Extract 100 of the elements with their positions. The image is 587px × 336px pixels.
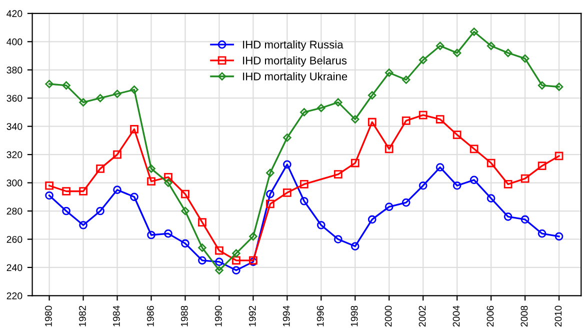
x-tick-label: 2004: [452, 306, 460, 327]
point: [45, 191, 54, 200]
x-tick-label: 2006: [486, 306, 494, 327]
y-tick-label: 220: [6, 292, 22, 300]
point: [436, 163, 444, 172]
point: [45, 80, 54, 88]
point: [96, 164, 104, 173]
point: [300, 196, 308, 206]
point: [402, 76, 410, 84]
point: [554, 152, 564, 160]
point: [232, 266, 240, 274]
point: [470, 176, 478, 184]
point: [486, 42, 496, 50]
y-tick-label: 300: [6, 180, 22, 186]
x-tick-label: 2002: [418, 306, 426, 327]
point: [351, 115, 360, 124]
point: [113, 150, 122, 159]
point: [198, 218, 206, 226]
point: [130, 86, 138, 94]
point: [538, 229, 546, 238]
point: [470, 28, 478, 36]
point: [181, 239, 190, 248]
point: [538, 81, 546, 90]
point: [418, 181, 428, 190]
point: [436, 42, 444, 50]
y-tick-label: 340: [6, 123, 22, 130]
point: [232, 256, 240, 265]
point: [283, 160, 292, 169]
y-tick-label: 320: [6, 151, 22, 158]
point: [554, 82, 564, 91]
point: [164, 172, 172, 182]
point: [334, 170, 342, 178]
y-tick-label: 280: [6, 208, 22, 215]
point: [520, 174, 530, 183]
point: [300, 108, 308, 116]
y-tick-label: 260: [6, 236, 22, 243]
point: [62, 206, 70, 216]
x-tick-label: 1992: [248, 306, 256, 326]
point: [215, 266, 224, 274]
point: [147, 230, 156, 240]
point: [266, 168, 274, 178]
point: [384, 144, 394, 154]
point: [520, 54, 530, 63]
legend-label: IHD mortality Russia: [243, 40, 344, 51]
point: [96, 94, 104, 102]
point: [79, 98, 88, 106]
point: [130, 124, 138, 134]
x-tick-label: 1986: [146, 306, 154, 326]
point: [181, 190, 190, 198]
point: [334, 235, 342, 244]
point: [504, 48, 512, 58]
point: [113, 90, 122, 98]
point: [452, 181, 462, 190]
point: [418, 110, 428, 120]
point: [147, 177, 156, 186]
point: [316, 220, 326, 230]
y-tick-label: 360: [6, 94, 22, 102]
point: [470, 144, 478, 154]
point: [418, 56, 428, 64]
x-tick-label: 2010: [554, 306, 562, 327]
y-tick-label: 420: [6, 10, 22, 18]
point: [486, 194, 496, 202]
point: [96, 206, 104, 216]
x-tick-label: 1988: [180, 306, 188, 326]
point: [147, 164, 156, 173]
point: [317, 104, 326, 112]
point: [350, 242, 360, 250]
x-tick-label: 1994: [282, 306, 290, 326]
x-tick-label: 1996: [316, 306, 324, 326]
point: [436, 115, 444, 124]
point: [504, 180, 512, 188]
point: [368, 215, 376, 224]
point: [384, 202, 394, 211]
x-tick-label: 2008: [520, 306, 528, 327]
point: [113, 186, 122, 194]
point: [181, 206, 190, 216]
point: [368, 118, 376, 126]
point: [520, 215, 530, 224]
point: [452, 48, 462, 58]
point: [198, 244, 206, 252]
point: [300, 180, 308, 188]
point: [283, 188, 292, 197]
x-tick-label: 2000: [384, 306, 392, 327]
x-tick-label: 1980: [45, 306, 52, 326]
point: [334, 98, 342, 106]
point: [130, 192, 138, 202]
point: [402, 116, 410, 125]
legend-label: IHD mortality Ukraine: [243, 72, 348, 83]
point: [215, 258, 224, 266]
point: [215, 246, 224, 255]
point: [384, 68, 394, 77]
point: [232, 249, 240, 258]
point: [368, 91, 376, 100]
point: [504, 212, 512, 221]
point: [198, 256, 206, 265]
point: [402, 198, 410, 207]
x-tick-label: 1998: [350, 306, 358, 326]
legend-label: IHD mortality Belarus: [243, 56, 347, 67]
point: [538, 162, 546, 170]
point: [554, 232, 564, 241]
